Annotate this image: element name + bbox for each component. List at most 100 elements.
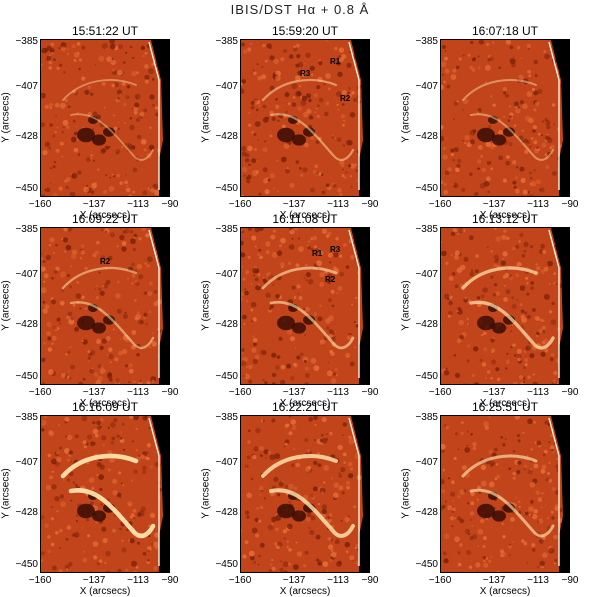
texture-speckle xyxy=(89,477,95,483)
y-axis-label: Y (arcsecs) xyxy=(401,454,412,534)
texture-speckle xyxy=(298,293,300,295)
texture-speckle xyxy=(86,157,91,162)
texture-speckle xyxy=(264,140,267,143)
texture-speckle xyxy=(535,490,540,495)
texture-speckle xyxy=(98,288,101,291)
texture-speckle xyxy=(256,507,258,509)
halpha-image xyxy=(40,415,170,573)
texture-speckle xyxy=(251,309,254,312)
texture-speckle xyxy=(91,190,95,194)
texture-speckle xyxy=(328,87,331,90)
texture-speckle xyxy=(111,437,115,441)
texture-speckle xyxy=(346,265,350,269)
texture-speckle xyxy=(497,259,499,261)
texture-speckle xyxy=(134,299,137,302)
texture-speckle xyxy=(509,554,511,556)
texture-speckle xyxy=(464,297,467,300)
texture-speckle xyxy=(113,175,115,177)
texture-speckle xyxy=(115,379,120,384)
texture-speckle xyxy=(265,457,267,459)
texture-speckle xyxy=(331,539,333,541)
texture-speckle xyxy=(441,61,447,67)
texture-speckle xyxy=(93,111,98,116)
texture-speckle xyxy=(108,427,110,429)
texture-speckle xyxy=(512,382,518,385)
x-tick-label: −160 xyxy=(22,387,58,398)
texture-speckle xyxy=(96,474,98,476)
texture-speckle xyxy=(151,341,157,347)
texture-speckle xyxy=(503,87,507,91)
texture-speckle xyxy=(339,47,344,52)
texture-speckle xyxy=(314,424,316,426)
texture-speckle xyxy=(147,187,150,190)
texture-speckle xyxy=(296,44,300,48)
texture-speckle xyxy=(290,376,294,380)
texture-speckle xyxy=(452,272,455,275)
texture-speckle xyxy=(328,362,330,364)
texture-speckle xyxy=(257,76,262,81)
texture-speckle xyxy=(473,58,476,61)
texture-speckle xyxy=(107,538,109,540)
texture-speckle xyxy=(71,317,74,320)
texture-speckle xyxy=(256,63,258,65)
texture-speckle xyxy=(91,368,93,370)
texture-speckle xyxy=(281,365,286,370)
texture-speckle xyxy=(491,349,495,353)
texture-speckle xyxy=(445,500,447,502)
texture-speckle xyxy=(478,55,480,57)
texture-speckle xyxy=(337,72,342,77)
texture-speckle xyxy=(532,514,537,519)
texture-speckle xyxy=(243,50,247,54)
texture-speckle xyxy=(351,304,353,306)
texture-speckle xyxy=(515,416,521,420)
texture-speckle xyxy=(117,70,123,76)
texture-speckle xyxy=(485,377,487,379)
texture-speckle xyxy=(533,125,537,129)
texture-speckle xyxy=(53,165,56,168)
texture-speckle xyxy=(517,461,521,465)
texture-speckle xyxy=(472,525,474,527)
texture-speckle xyxy=(289,416,292,418)
texture-speckle xyxy=(307,513,312,518)
texture-speckle xyxy=(125,174,127,176)
texture-speckle xyxy=(67,435,73,441)
texture-speckle xyxy=(532,548,536,552)
texture-speckle xyxy=(46,485,52,491)
texture-speckle xyxy=(333,482,338,487)
y-tick-label: −450 xyxy=(402,183,438,194)
texture-speckle xyxy=(66,245,72,251)
texture-speckle xyxy=(92,421,95,424)
texture-speckle xyxy=(533,140,537,144)
texture-speckle xyxy=(131,330,136,335)
texture-speckle xyxy=(470,272,475,277)
texture-speckle xyxy=(152,78,155,81)
texture-speckle xyxy=(534,169,536,171)
texture-speckle xyxy=(458,495,461,498)
texture-speckle xyxy=(447,505,452,510)
x-tick-label: −90 xyxy=(352,387,388,398)
texture-speckle xyxy=(348,87,350,89)
texture-speckle xyxy=(74,132,78,136)
texture-speckle xyxy=(327,232,331,236)
texture-speckle xyxy=(110,422,116,428)
texture-speckle xyxy=(516,470,520,474)
texture-speckle xyxy=(446,138,448,140)
texture-speckle xyxy=(277,190,279,192)
texture-speckle xyxy=(76,520,78,522)
y-tick-label: −450 xyxy=(402,559,438,570)
x-tick-label: −113 xyxy=(320,575,356,586)
texture-speckle xyxy=(472,374,475,377)
off-limb-region xyxy=(151,228,170,385)
texture-speckle xyxy=(441,323,443,325)
texture-speckle xyxy=(263,105,267,109)
texture-speckle xyxy=(63,120,69,126)
texture-speckle xyxy=(349,52,351,54)
texture-speckle xyxy=(273,187,275,189)
x-tick-label: −90 xyxy=(552,575,588,586)
texture-speckle xyxy=(47,336,51,340)
y-tick-label: −385 xyxy=(402,36,438,47)
texture-speckle xyxy=(527,376,531,380)
texture-speckle xyxy=(272,284,274,286)
texture-speckle xyxy=(537,441,542,446)
texture-speckle xyxy=(255,428,260,433)
